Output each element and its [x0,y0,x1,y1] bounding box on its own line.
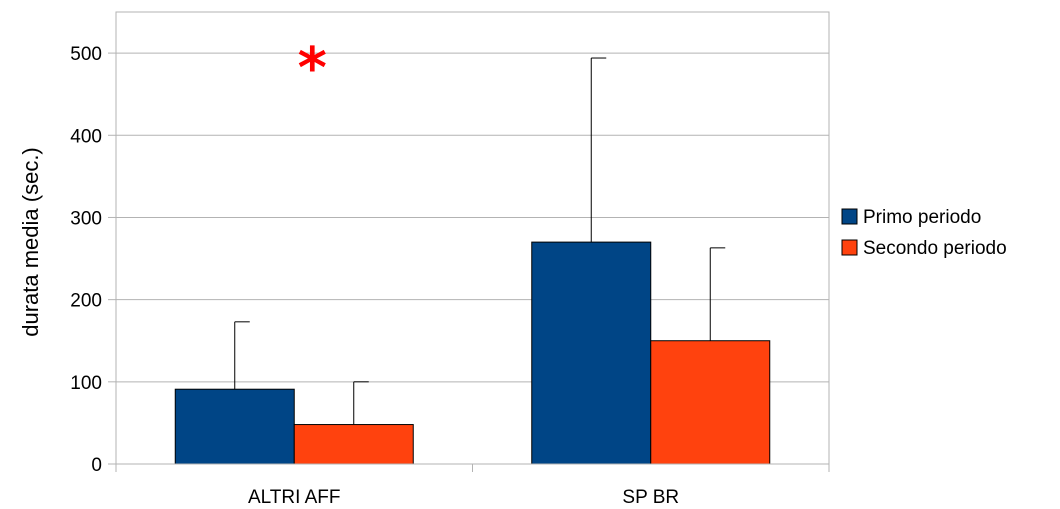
bar-primo-periodo [531,241,652,465]
y-tick-label: 100 [70,373,102,394]
annotations: * [298,36,327,101]
y-axis-label: durata media (sec.) [18,147,43,337]
y-axis-ticks: 0 100 200 300 400 500 [70,44,116,476]
y-tick-label: 300 [70,208,102,229]
y-tick-label: 200 [70,291,102,312]
y-tick-label: 400 [70,126,102,147]
bar-secondo-periodo [293,424,414,465]
bar-primo-periodo [174,388,295,465]
legend-swatch [841,239,858,256]
error-bars [234,57,726,425]
x-axis-categories: ALTRI AFF SP BR [115,464,830,508]
y-tick-label: 0 [91,455,102,476]
significance-asterisk: * [298,36,327,101]
legend-entry: Primo periodo [863,207,981,228]
legend-swatch [841,208,858,225]
x-category-label: SP BR [622,487,679,508]
x-category-label: ALTRI AFF [248,487,341,508]
bars [174,241,771,465]
grid-lines [116,52,829,383]
y-tick-label: 500 [70,44,102,65]
legend-entry: Secondo periodo [863,238,1007,259]
bar-secondo-periodo [650,340,771,465]
legend: Primo periodo Secondo periodo [841,207,1007,259]
